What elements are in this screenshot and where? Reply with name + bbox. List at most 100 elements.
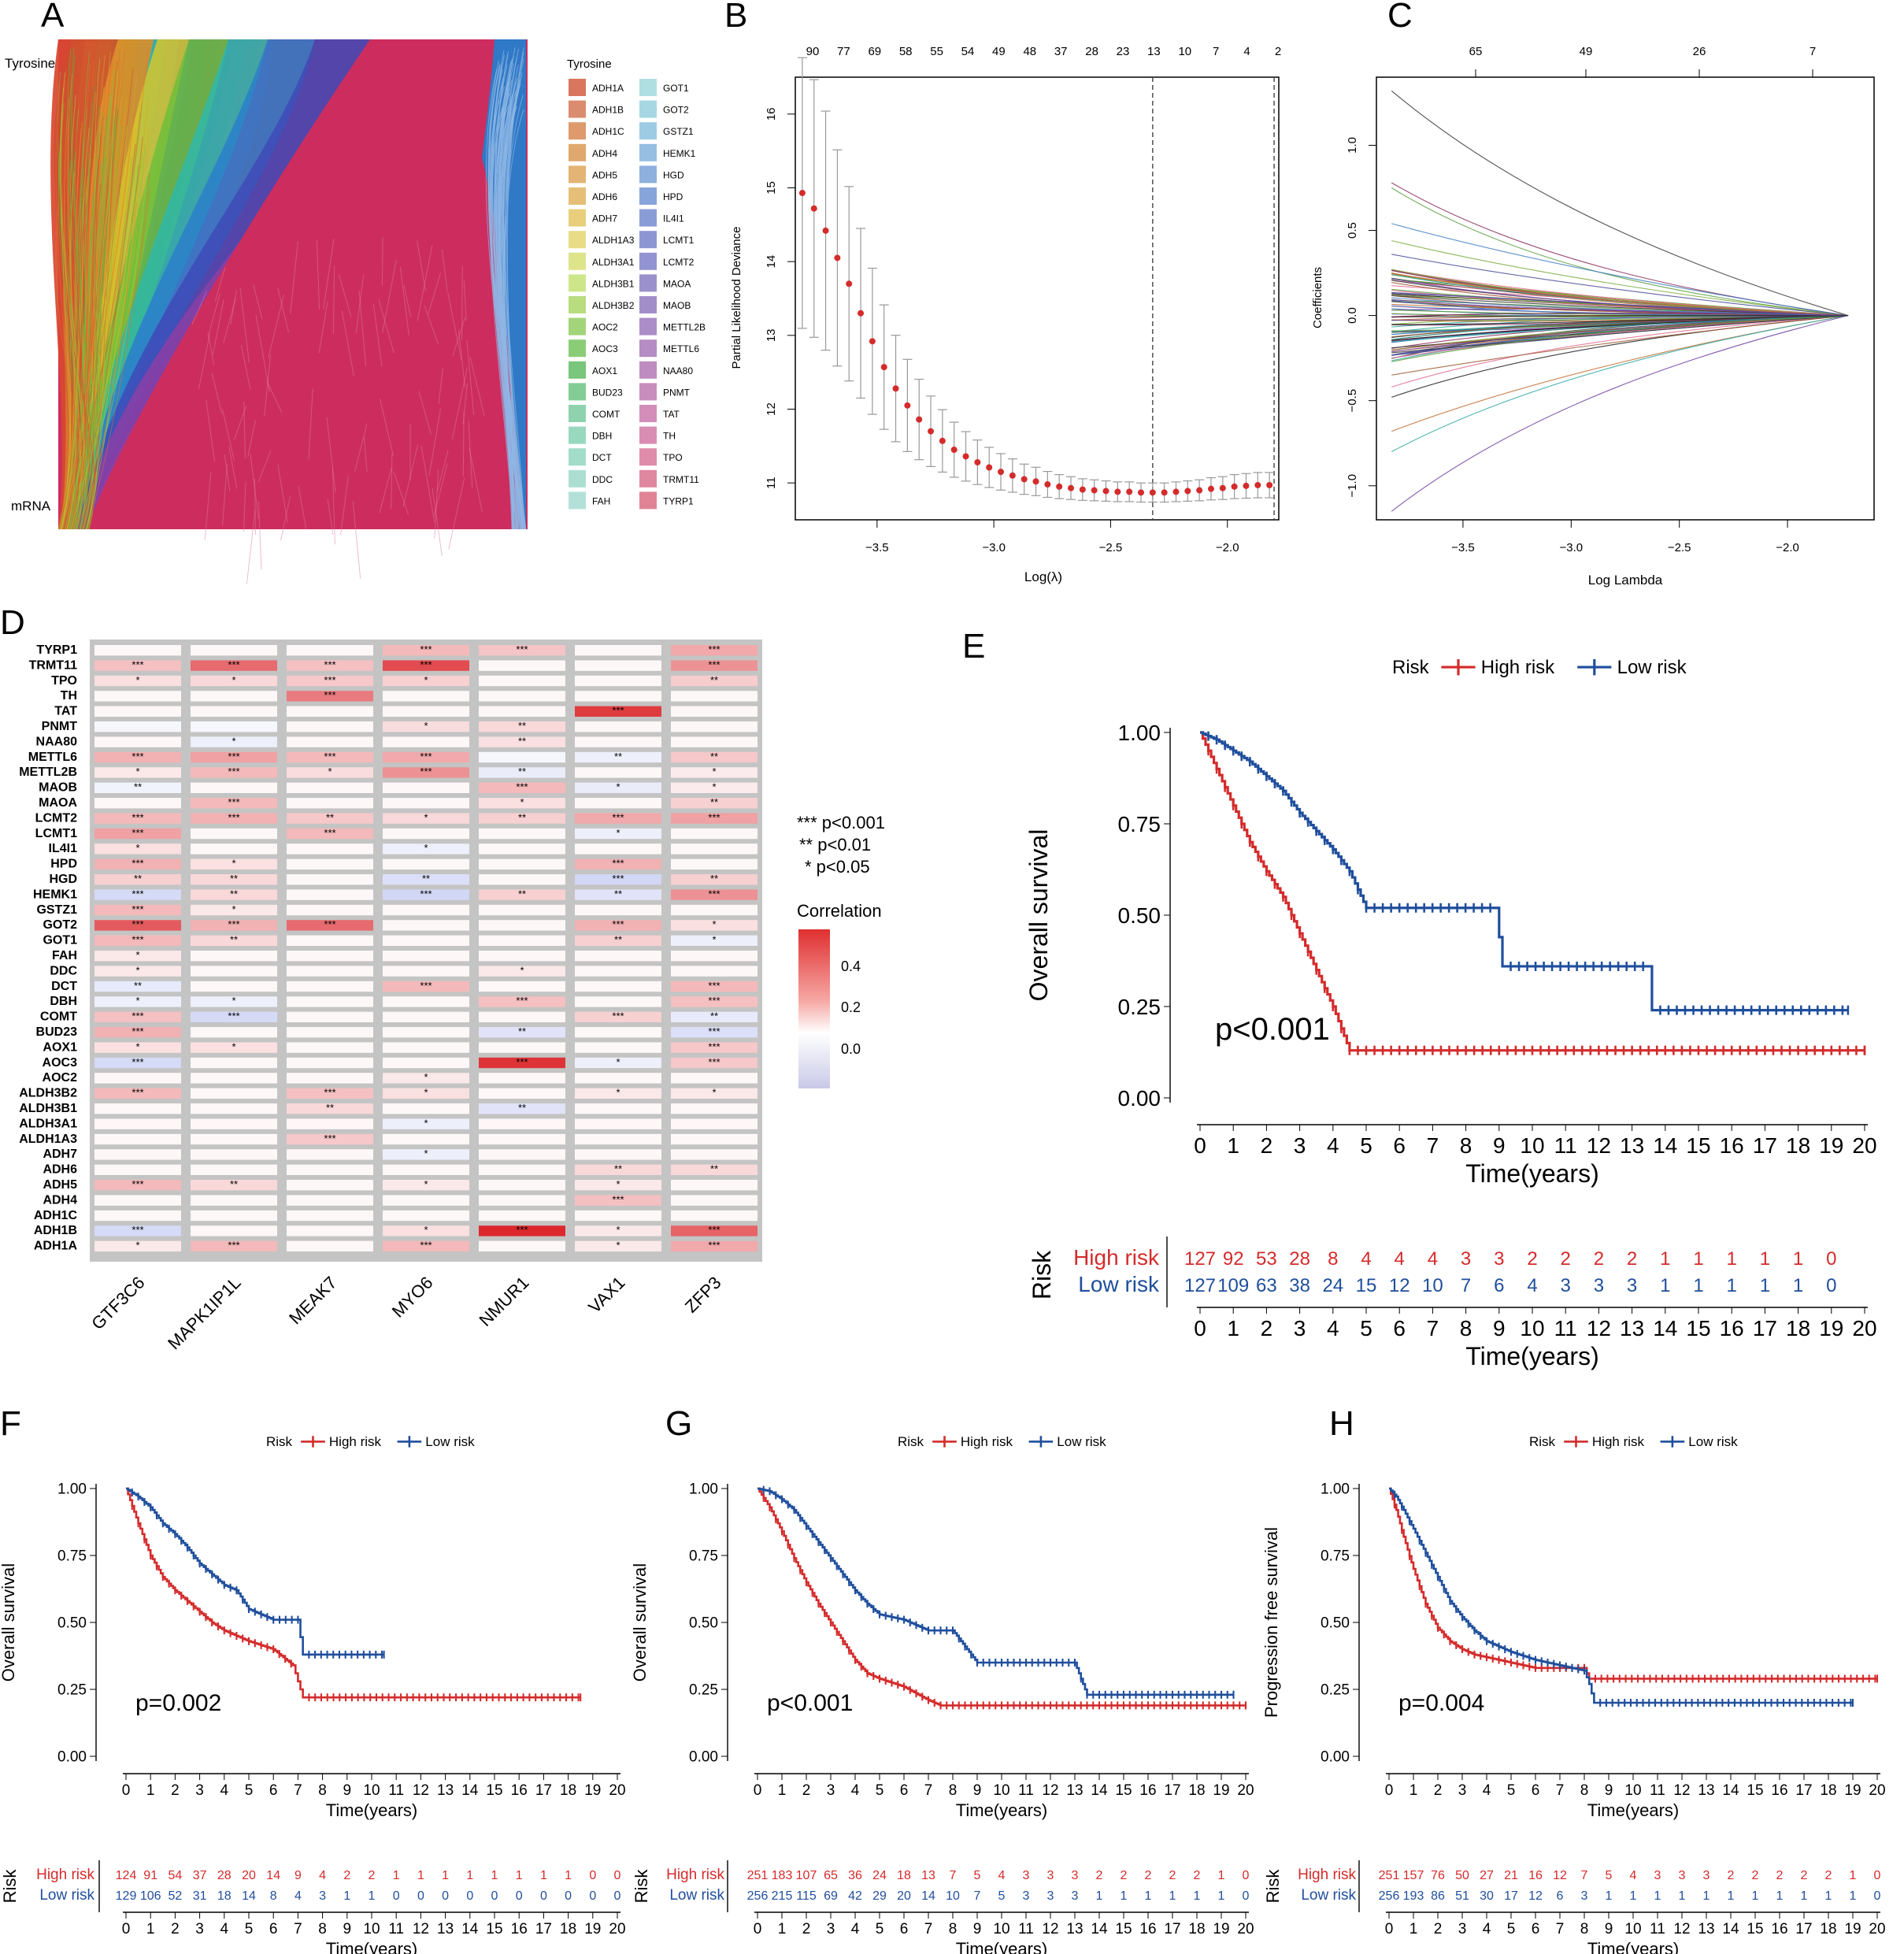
sankey-strand [316,239,320,310]
heatmap-cell [383,1225,469,1237]
heatmap-cell [287,904,373,916]
risk-table-high-count: 0 [1826,1248,1836,1270]
top-tick-label: 7 [1810,45,1816,58]
risk-table-high-count: 124 [116,1869,137,1882]
cv-point [1009,472,1016,479]
x-tick-label: 0 [1194,1133,1206,1158]
cv-point [1243,482,1250,489]
heatmap-cell [575,675,661,687]
high-risk-curve [758,1487,1246,1707]
risk-table-low-count: 1 [1760,1275,1770,1296]
x-tick-label: 11 [1554,1133,1577,1158]
x-tick-label: 13 [437,1782,454,1799]
risk-table-low-count: 0 [614,1889,621,1903]
heatmap-cell [575,798,661,809]
sankey-strand [83,94,112,530]
sankey-strand [67,86,96,530]
risk-table-high-count: 12 [1553,1869,1567,1882]
x-tick-label: 8 [1580,1921,1589,1937]
heatmap-cell [383,935,469,946]
plot-frame [1376,76,1875,521]
sig-legend-3: * p<0.05 [805,857,870,877]
heatmap-star: * [135,766,139,777]
heatmap-star: *** [132,658,143,670]
risk-table-low-count: 127 [1184,1275,1216,1296]
heatmap-cells: *** *** ****** *** *** *** **** * *** * ********* *… [94,643,758,1251]
heatmap-cell [575,844,661,855]
x-tick-label: 0 [1194,1316,1206,1340]
cv-point [1184,488,1191,495]
x-tick-label: 10 [993,1782,1009,1799]
high-risk-curve [126,1487,581,1699]
top-tick-label: 65 [1469,45,1483,58]
heatmap-star: * [712,781,716,793]
colorbar-tick-2: 0.2 [841,999,861,1015]
heatmap-cell [191,782,277,793]
sankey-strand [503,78,525,530]
x-tick-label: 0 [122,1782,131,1799]
risk-table-low-count: 3 [1581,1889,1588,1903]
heatmap-cell [479,951,565,962]
panel-d-heatmap: *** *** ****** *** *** *** **** * *** * ********* *… [19,640,885,1353]
heatmap-cell [191,889,277,900]
heatmap-cell [287,1073,373,1084]
heatmap-cell [191,813,277,824]
heatmap-cell [191,1073,277,1084]
heatmap-star: *** [420,980,432,992]
heatmap-star: *** [132,751,143,762]
heatmap-cell [287,813,373,824]
risk-table-high-count: 1 [1850,1869,1857,1882]
legend-label: METTL2B [663,322,706,333]
heatmap-cell [94,981,181,992]
x-tick-label: 15 [1115,1921,1132,1937]
risk-table-high-count: 76 [1431,1869,1445,1882]
heatmap-star: *** [324,1133,335,1144]
risk-table-title: Risk [1263,1869,1283,1904]
sankey-flow-main [87,39,495,529]
axes: −3.5 −3.0 −2.5 −2.0 −1.0 −0.5 0.0 0.5 1.0 [1346,137,1799,554]
x-tick-label: −3.5 [1451,541,1475,554]
heatmap-star: *** [228,796,239,808]
heatmap-cell [191,798,277,809]
heatmap-star: *** [612,1010,624,1022]
x-tick-label: 12 [1042,1782,1058,1799]
heatmap-cell [287,1164,373,1175]
cv-point [892,385,899,392]
sankey-strand [308,388,313,460]
risk-table-low-count: 109 [1217,1275,1249,1296]
heatmap-star: *** [708,1224,720,1236]
y-tick-label: 0.75 [689,1548,718,1565]
heatmap-cell [479,751,565,763]
heatmap-cell [94,844,181,855]
sankey-strand [452,317,466,357]
heatmap-cell [287,858,373,869]
heatmap-cell [479,675,565,687]
heatmap-cell [479,798,565,809]
sankey-strand [355,274,365,334]
x-tick-label: 4 [851,1921,860,1937]
heatmap-cell [383,1088,469,1099]
x-tick-label: 0 [1385,1782,1394,1799]
x-tick-label: 3 [1458,1921,1467,1937]
risk-table-low-count: 1 [1096,1889,1103,1903]
risk-table-high-label: High risk [36,1867,94,1883]
heatmap-cell [383,1164,469,1175]
heatmap-cell [383,1180,469,1191]
risk-table-high-count: 8 [1328,1248,1338,1270]
heatmap-cell [671,1011,758,1022]
panel-letter-c: C [1387,0,1413,35]
heatmap-star: ** [614,751,622,762]
heatmap-cell [287,951,373,962]
heatmap-star: *** [132,827,143,839]
legend-label: TAT [663,409,680,420]
heatmap-star: ** [518,766,526,777]
x-tick-label: 20 [1852,1133,1876,1158]
heatmap-row-label: AOX1 [43,1040,77,1054]
top-tick-label: 49 [992,45,1006,58]
x-tick-label: 4 [1327,1316,1339,1340]
sankey-strand [488,63,514,530]
risk-table-low-count: 4 [1527,1275,1537,1296]
risk-table-low-count: 17 [1504,1889,1518,1903]
heatmap-row-label: AOC2 [43,1071,78,1085]
heatmap-cell [671,813,758,824]
